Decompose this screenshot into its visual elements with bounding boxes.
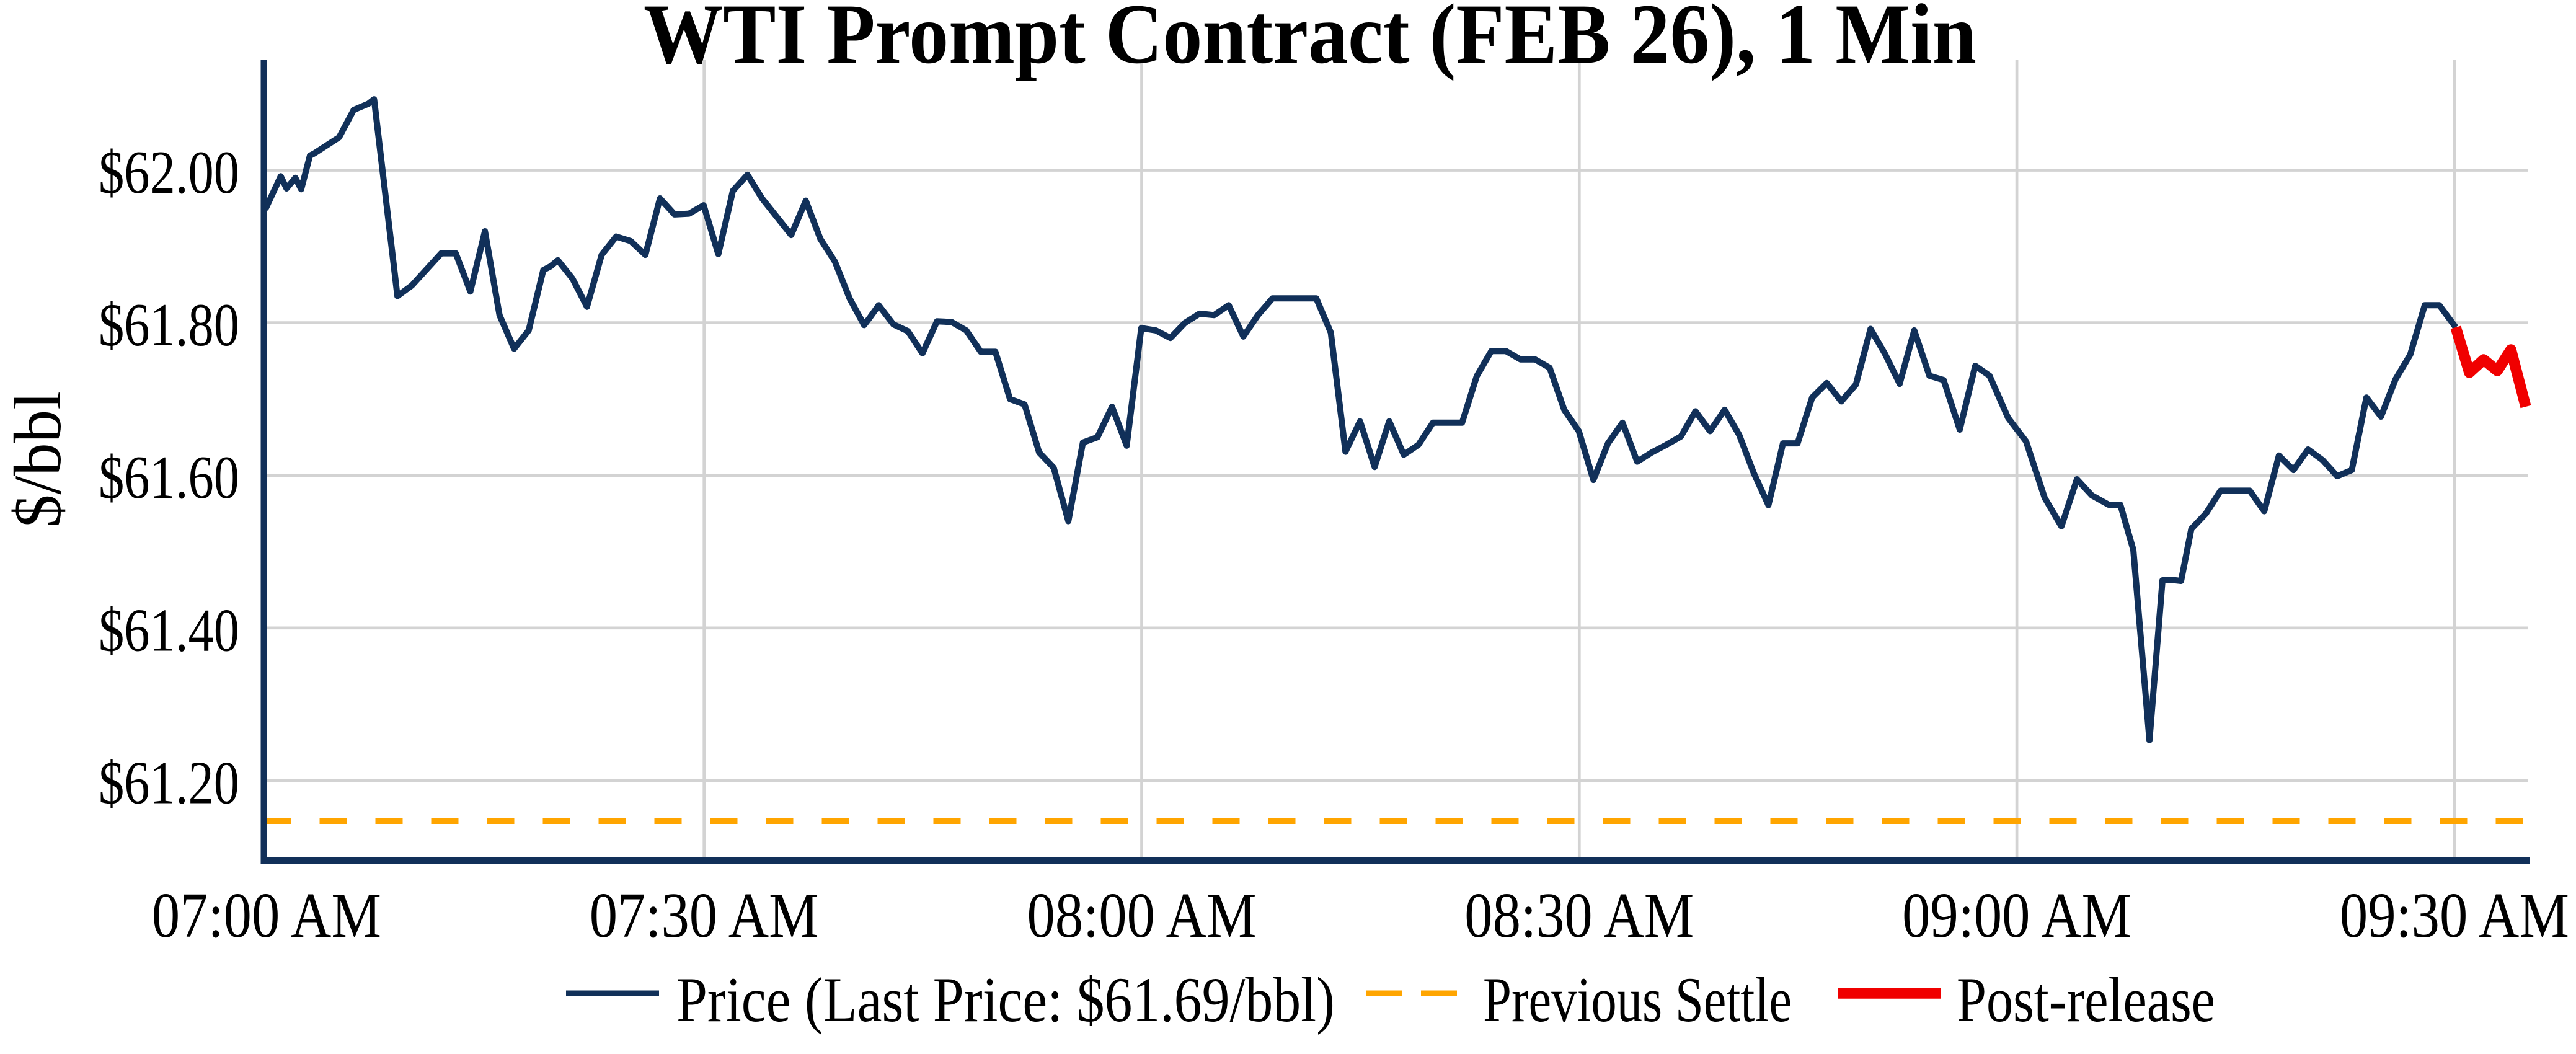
svg-text:Previous Settle: Previous Settle bbox=[1483, 965, 1792, 1035]
svg-text:$62.00: $62.00 bbox=[99, 139, 239, 206]
svg-text:08:30 AM: 08:30 AM bbox=[1464, 880, 1694, 951]
svg-text:09:30 AM: 09:30 AM bbox=[2340, 880, 2569, 951]
svg-text:$61.20: $61.20 bbox=[99, 750, 239, 817]
svg-text:$/bbl: $/bbl bbox=[1, 391, 75, 528]
svg-text:08:00 AM: 08:00 AM bbox=[1027, 880, 1257, 951]
svg-text:WTI Prompt Contract (FEB 26),: WTI Prompt Contract (FEB 26), 1 Min bbox=[644, 0, 1976, 81]
svg-text:09:00 AM: 09:00 AM bbox=[1902, 880, 2131, 951]
svg-text:Price (Last Price: $61.69/bbl): Price (Last Price: $61.69/bbl) bbox=[676, 965, 1335, 1035]
svg-text:$61.40: $61.40 bbox=[99, 596, 239, 664]
svg-text:07:30 AM: 07:30 AM bbox=[590, 880, 819, 951]
svg-text:$61.60: $61.60 bbox=[99, 444, 239, 512]
svg-text:$61.80: $61.80 bbox=[99, 291, 239, 359]
svg-text:Post-release: Post-release bbox=[1957, 965, 2215, 1035]
svg-text:07:00 AM: 07:00 AM bbox=[152, 880, 381, 951]
